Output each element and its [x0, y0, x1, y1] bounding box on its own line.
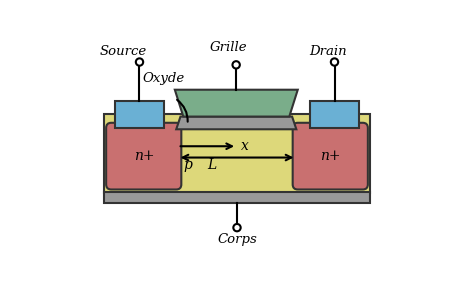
Text: L: L — [207, 158, 216, 172]
FancyBboxPatch shape — [116, 101, 164, 128]
FancyBboxPatch shape — [104, 192, 370, 203]
Polygon shape — [176, 116, 296, 129]
Text: n+: n+ — [134, 149, 155, 163]
Polygon shape — [175, 90, 298, 116]
Text: n+: n+ — [320, 149, 340, 163]
Circle shape — [331, 58, 338, 66]
Text: Drain: Drain — [309, 45, 346, 58]
FancyBboxPatch shape — [310, 101, 358, 128]
Text: p: p — [183, 158, 192, 172]
Circle shape — [136, 58, 143, 66]
FancyBboxPatch shape — [104, 114, 370, 193]
Text: Grille: Grille — [210, 41, 247, 54]
Circle shape — [232, 61, 240, 68]
Text: x: x — [241, 139, 249, 153]
FancyBboxPatch shape — [106, 123, 182, 189]
Text: Corps: Corps — [217, 233, 257, 246]
Text: Oxyde: Oxyde — [142, 72, 184, 85]
Circle shape — [233, 224, 241, 231]
Text: Source: Source — [100, 45, 147, 58]
FancyBboxPatch shape — [292, 123, 368, 189]
